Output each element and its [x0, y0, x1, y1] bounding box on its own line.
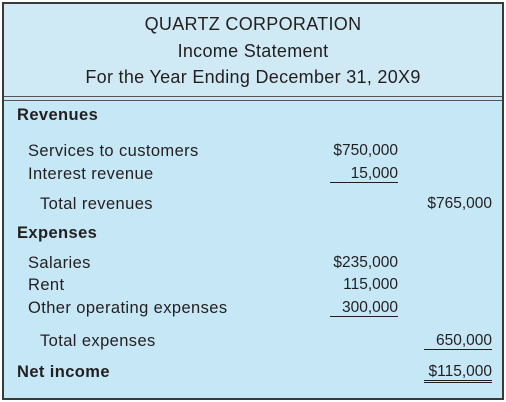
item-label: Interest revenue	[28, 165, 154, 183]
item-amount: 115,000	[343, 276, 398, 293]
item-label: Other operating expenses	[28, 299, 228, 317]
total-amount: $765,000	[427, 195, 492, 212]
item-label: Salaries	[28, 254, 91, 272]
item-amount: 300,000	[330, 299, 398, 317]
header: QUARTZ CORPORATION Income Statement For …	[4, 4, 502, 96]
item-label: Services to customers	[28, 142, 199, 160]
item-amount: $235,000	[333, 254, 398, 271]
separator	[4, 96, 502, 101]
net-income-label: Net income	[17, 363, 110, 381]
item-label: Rent	[28, 276, 65, 294]
company-name: QUARTZ CORPORATION	[144, 14, 362, 34]
section-title: Revenues	[17, 106, 99, 124]
item-amount: 15,000	[330, 165, 398, 183]
net-income-amount: $115,000	[424, 363, 492, 383]
total-label: Total revenues	[40, 195, 153, 213]
item-amount: $750,000	[333, 142, 398, 159]
section-title: Expenses	[17, 224, 98, 242]
statement-title: Income Statement	[177, 41, 329, 61]
total-label: Total expenses	[40, 332, 156, 350]
total-amount: 650,000	[424, 332, 492, 350]
period: For the Year Ending December 31, 20X9	[85, 67, 421, 87]
